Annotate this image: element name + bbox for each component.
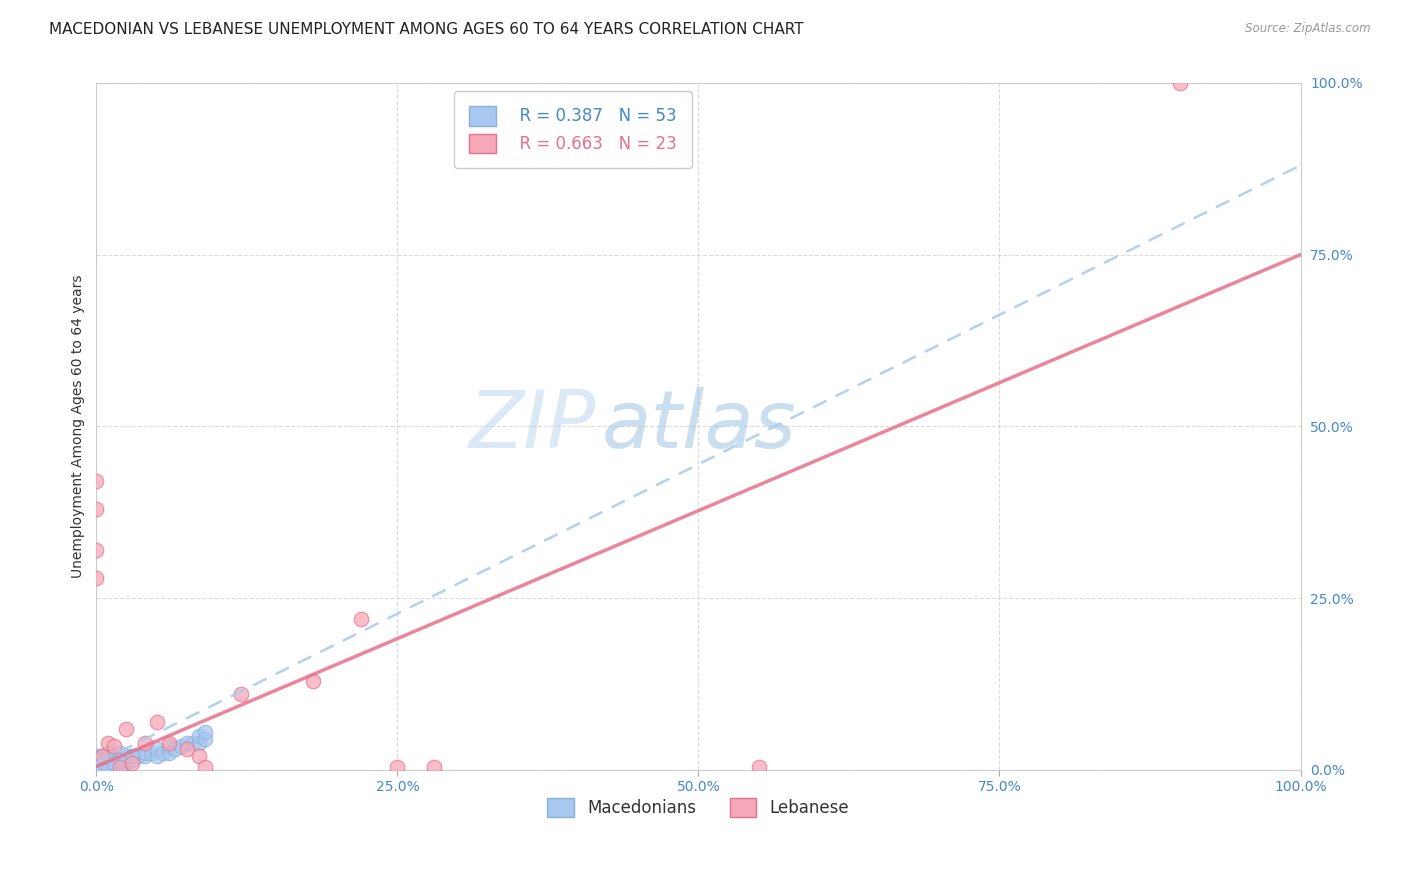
Point [86,475,108,489]
Point [194,732,217,747]
Point [163,742,186,756]
Point [86,756,108,771]
Point [134,749,156,764]
Point [110,756,132,771]
Point [97,756,120,771]
Point [128,749,150,764]
Point [121,749,143,764]
Point [121,749,143,764]
Legend: Macedonians, Lebanese: Macedonians, Lebanese [541,791,856,823]
Point [121,753,143,767]
Point [302,673,325,688]
Point [91,759,114,773]
Point [86,756,108,771]
Text: atlas: atlas [602,387,797,466]
Point [187,749,209,764]
Point [134,746,156,760]
Point [86,753,108,767]
Point [145,714,167,729]
Point [110,759,132,773]
Point [145,749,167,764]
Point [97,753,120,767]
Point [86,502,108,516]
Point [103,749,125,764]
Point [86,756,108,771]
Point [86,571,108,585]
Point [97,746,120,760]
Text: Source: ZipAtlas.com: Source: ZipAtlas.com [1246,22,1371,36]
Point [86,759,108,773]
Y-axis label: Unemployment Among Ages 60 to 64 years: Unemployment Among Ages 60 to 64 years [72,275,86,578]
Point [350,612,373,626]
Point [86,749,108,764]
Point [387,759,409,773]
Point [115,753,138,767]
Point [91,749,114,764]
Point [194,725,217,739]
Point [748,759,770,773]
Text: ZIP: ZIP [468,387,596,466]
Point [229,687,252,701]
Point [86,763,108,777]
Point [134,735,156,749]
Point [97,763,120,777]
Point [115,722,138,736]
Point [152,746,174,760]
Point [139,746,162,760]
Point [97,759,120,773]
Point [86,543,108,558]
Point [97,735,120,749]
Point [176,742,198,756]
Point [103,756,125,771]
Point [176,735,198,749]
Point [86,759,108,773]
Point [187,735,209,749]
Point [1168,76,1191,90]
Point [115,749,138,764]
Point [103,759,125,773]
Point [115,756,138,771]
Point [103,756,125,771]
Point [157,746,180,760]
Point [103,739,125,753]
Point [86,763,108,777]
Point [97,759,120,773]
Point [91,763,114,777]
Point [110,753,132,767]
Point [91,763,114,777]
Point [97,749,120,764]
Point [91,749,114,764]
Point [181,735,204,749]
Text: MACEDONIAN VS LEBANESE UNEMPLOYMENT AMONG AGES 60 TO 64 YEARS CORRELATION CHART: MACEDONIAN VS LEBANESE UNEMPLOYMENT AMON… [49,22,804,37]
Point [157,735,180,749]
Point [157,739,180,753]
Point [145,742,167,756]
Point [91,756,114,771]
Point [194,759,217,773]
Point [121,756,143,771]
Point [110,746,132,760]
Point [91,753,114,767]
Point [422,759,444,773]
Point [187,729,209,743]
Point [169,739,191,753]
Point [110,753,132,767]
